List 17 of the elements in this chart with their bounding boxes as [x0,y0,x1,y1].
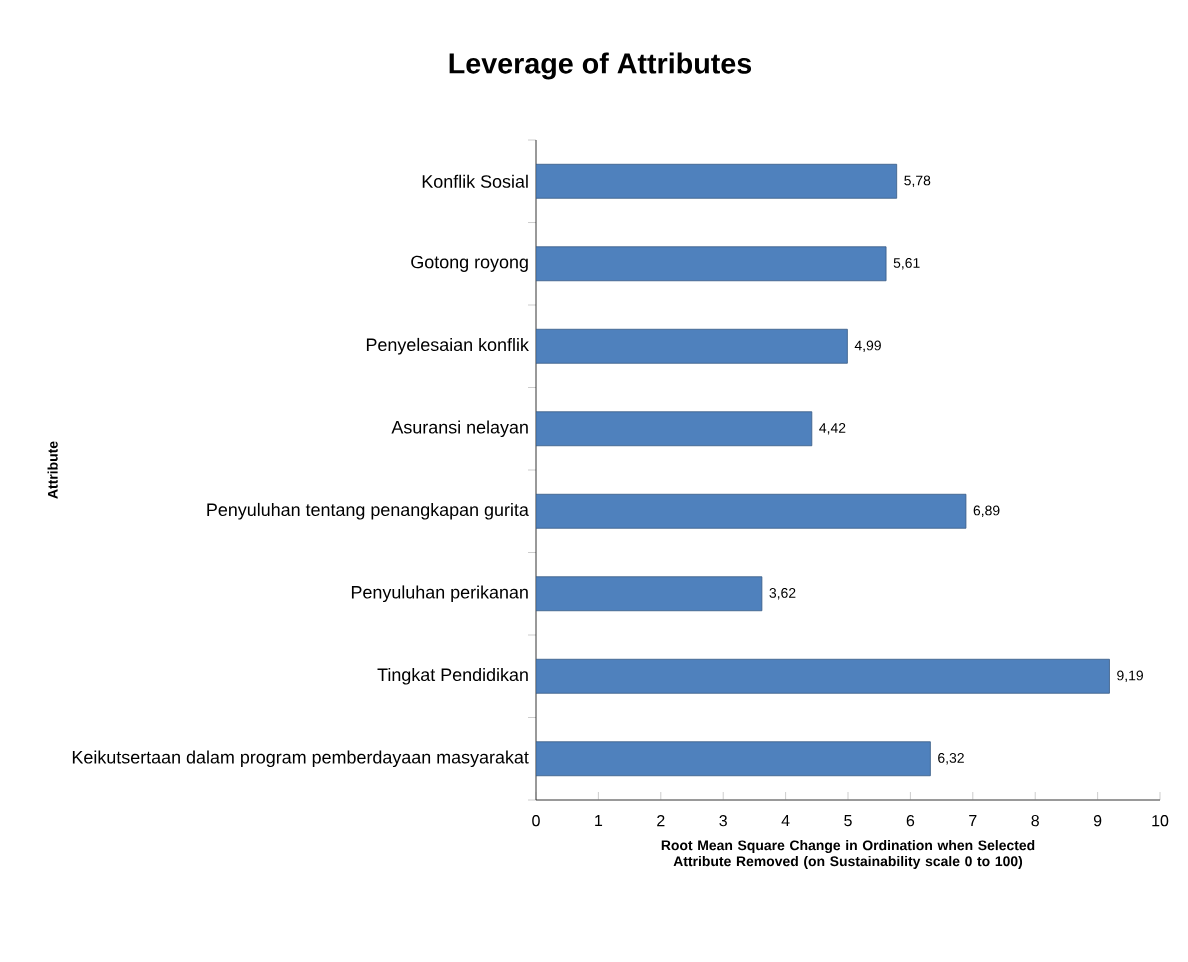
y-tick-label: Penyuluhan tentang penangkapan gurita [207,502,529,520]
chart-title: Leverage of Attributes [449,52,752,80]
y-tick-label: Gotong royong [411,255,528,272]
bar [536,741,931,777]
y-tick-label: Penyuluhan perikanan [351,585,528,603]
bar [536,411,813,447]
y-tick-label: Keikutsertaan dalam program pemberdayaan masyarakat [72,750,529,768]
bar [536,328,848,364]
bar [536,576,763,612]
bar [536,163,898,199]
bar [536,658,1110,694]
bar [536,493,967,529]
y-tick-label: Konflik Sosial [422,174,528,188]
bar [536,246,887,282]
y-tick-label: Tingkat Pendidikan [377,667,528,685]
y-tick-label: Penyelesaian konflik [366,337,529,355]
y-tick-label: Asuransi nelayan [391,420,528,438]
